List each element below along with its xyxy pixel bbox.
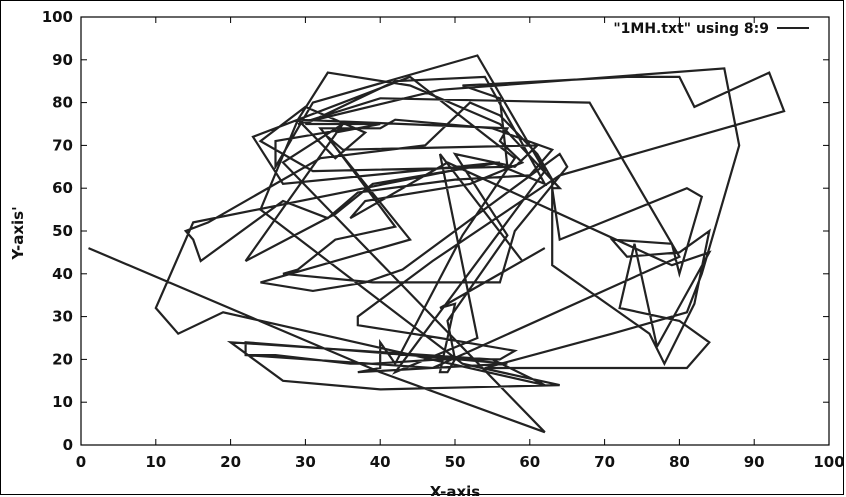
y-tick-label: 60 [52,179,73,197]
y-tick-label: 80 [52,94,73,112]
x-tick-label: 70 [594,453,615,471]
x-tick-label: 80 [669,453,690,471]
y-tick-label: 30 [52,308,73,326]
y-tick-label: 20 [52,350,73,368]
series-line-0 [88,54,786,434]
y-tick-label: 40 [52,265,73,283]
x-tick-label: 90 [744,453,765,471]
x-tick-label: 60 [519,453,540,471]
y-tick-label: 50 [52,222,73,240]
y-tick-label: 0 [63,436,73,454]
x-tick-label: 0 [76,453,86,471]
y-tick-label: 90 [52,51,73,69]
x-tick-label: 10 [145,453,166,471]
x-axis-label: X-axis [430,483,481,496]
y-tick-label: 70 [52,136,73,154]
x-tick-label: 30 [295,453,316,471]
y-axis-label: Y-axis' [9,206,27,260]
x-tick-label: 50 [445,453,466,471]
y-tick-label: 10 [52,393,73,411]
legend-entry-label: "1MH.txt" using 8:9 [613,21,769,37]
x-tick-label: 40 [370,453,391,471]
x-tick-label: 20 [220,453,241,471]
y-tick-label: 100 [42,8,73,26]
x-tick-label: 100 [813,453,844,471]
